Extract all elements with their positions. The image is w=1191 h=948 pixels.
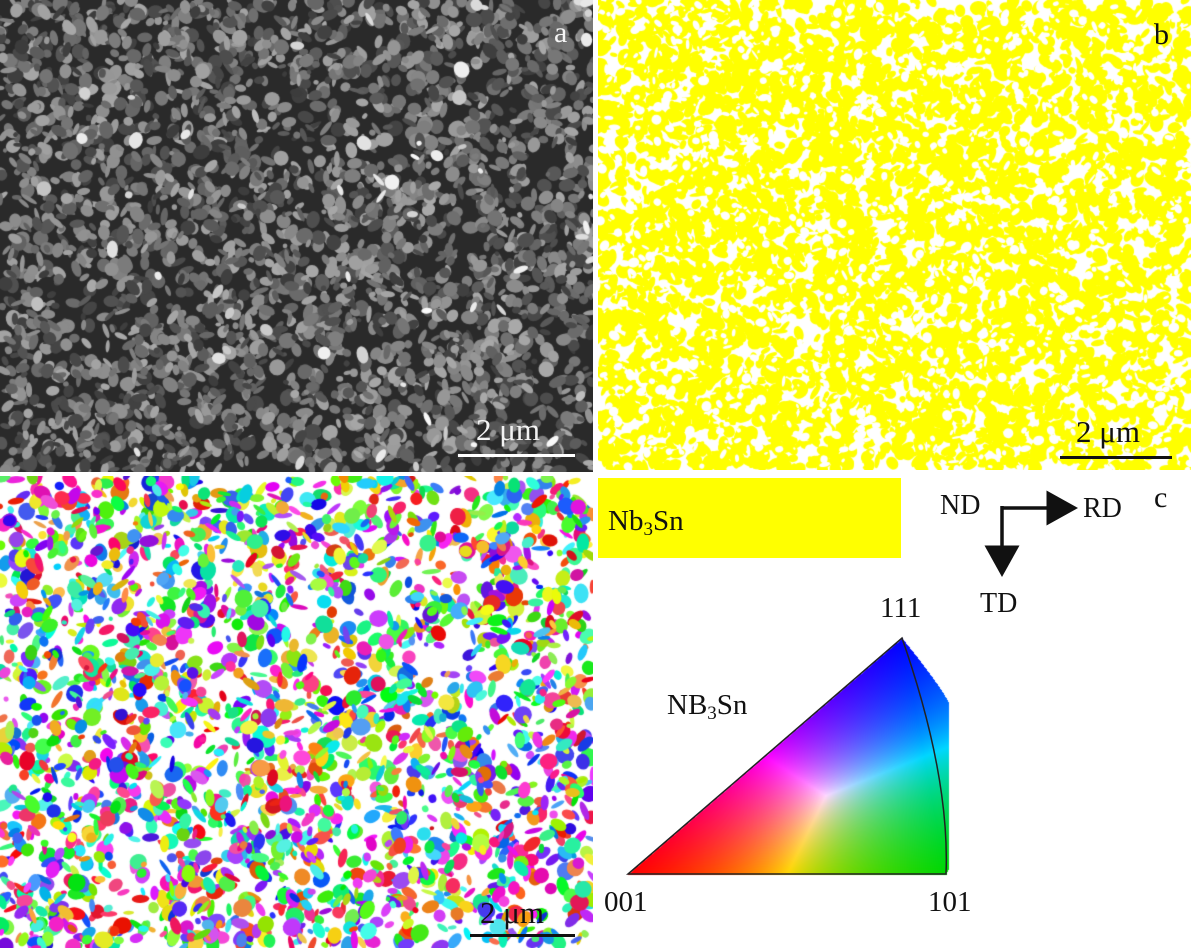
orientation-map-image bbox=[0, 476, 593, 948]
sem-micrograph-image bbox=[0, 0, 593, 472]
ipf-color-key bbox=[598, 476, 1191, 948]
orientation-map-panel: 2 μm bbox=[0, 476, 593, 948]
scale-bar-b bbox=[1060, 456, 1172, 459]
scale-bar-a bbox=[458, 454, 575, 457]
sem-micrograph-panel: a 2 μm bbox=[0, 0, 593, 472]
ipf-outline bbox=[625, 636, 948, 875]
phase-map-image bbox=[598, 0, 1191, 470]
ipf-title: NB3Sn bbox=[667, 689, 748, 724]
pole-label-111: 111 bbox=[880, 592, 922, 624]
panel-label-b: b bbox=[1154, 18, 1169, 51]
panel-label-a: a bbox=[554, 16, 568, 49]
scale-bar-label-a: 2 μm bbox=[476, 412, 540, 447]
pole-label-101: 101 bbox=[928, 886, 972, 918]
ipf-legend-panel: Nb3Sn c ND RD TD NB3Sn 001 101 111 bbox=[598, 476, 1191, 948]
scale-bar-c bbox=[470, 934, 575, 937]
pole-label-001: 001 bbox=[604, 886, 648, 918]
phase-map-panel: b 2 μm bbox=[598, 0, 1191, 470]
scale-bar-label-c: 2 μm bbox=[480, 895, 544, 930]
scale-bar-label-b: 2 μm bbox=[1076, 414, 1140, 449]
